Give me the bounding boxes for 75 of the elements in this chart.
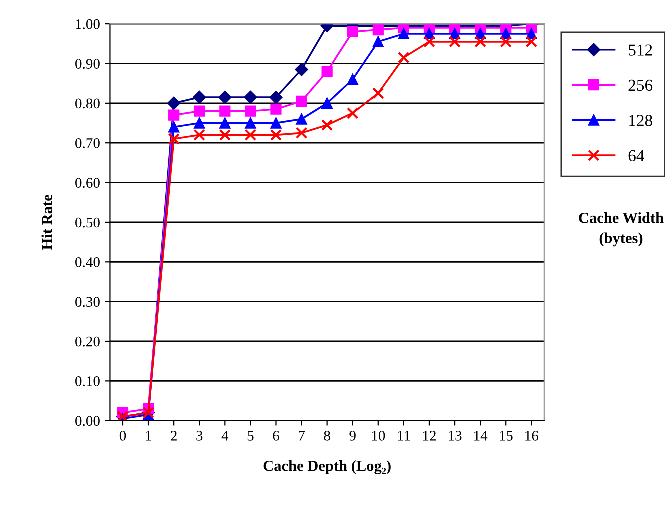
point: [398, 52, 410, 64]
point: [295, 63, 308, 76]
y-tick-label: 0.00: [76, 416, 100, 426]
point: [322, 66, 333, 78]
x-tick-label: 1: [146, 431, 152, 441]
point: [245, 118, 256, 129]
point: [270, 118, 282, 129]
point: [296, 127, 308, 140]
point: [244, 90, 258, 104]
point: [526, 36, 538, 48]
x-tick-label: 0: [120, 431, 126, 441]
point: [193, 90, 206, 104]
point: [322, 98, 333, 109]
point: [270, 129, 282, 142]
point: [194, 118, 206, 129]
y-tick-label: 0.50: [76, 218, 100, 228]
point: [194, 129, 206, 142]
y-axis-title: Hit Rate: [42, 195, 52, 250]
x-tick-label: 3: [196, 431, 203, 441]
point: [347, 74, 358, 86]
point: [244, 129, 257, 142]
point: [296, 114, 308, 125]
y-tick-label: 1.00: [76, 19, 100, 30]
x-tick-label: 4: [222, 431, 229, 441]
legend-label: 256: [628, 80, 653, 92]
point: [270, 90, 283, 104]
x-tick-label: 10: [372, 431, 386, 441]
point: [218, 90, 232, 104]
x-tick-label: 12: [423, 431, 436, 441]
x-tick-label: 2: [171, 431, 177, 441]
point: [372, 36, 384, 48]
x-tick-label: 9: [350, 431, 356, 441]
y-tick-label: 0.80: [76, 98, 100, 109]
legend-label: 128: [630, 115, 652, 126]
point: [219, 129, 232, 142]
x-tick-label: 11: [398, 431, 410, 441]
x-tick-label: 5: [248, 431, 254, 441]
y-tick-label: 0.60: [76, 178, 100, 188]
point: [194, 106, 206, 117]
y-tick-label: 0.40: [76, 258, 100, 268]
x-tick-label: 16: [526, 431, 539, 441]
x-axis-title: Cache Depth (Log₂): [264, 460, 391, 474]
legend-title: Cache Width (bytes): [579, 212, 664, 247]
point: [449, 36, 461, 48]
y-tick-label: 0.70: [76, 138, 100, 148]
y-tick-label: 0.20: [76, 336, 100, 347]
point: [500, 36, 512, 48]
point: [220, 106, 231, 117]
x-tick-label: 6: [273, 431, 280, 441]
point: [398, 28, 410, 40]
y-tick-label: 0.90: [76, 59, 100, 70]
point: [168, 133, 180, 146]
point: [220, 118, 231, 129]
point: [245, 106, 256, 117]
x-tick-label: 14: [474, 431, 488, 441]
point: [321, 119, 334, 132]
x-tick-label: 13: [449, 431, 462, 441]
legend-label: 512: [629, 44, 652, 56]
point: [270, 104, 282, 115]
point: [168, 110, 180, 121]
point: [424, 36, 436, 48]
point: [347, 26, 358, 38]
point: [346, 107, 359, 120]
point: [167, 96, 181, 110]
x-tick-label: 7: [299, 431, 306, 441]
x-tick-label: 8: [324, 431, 330, 441]
y-tick-label: 0.30: [76, 297, 100, 308]
x-tick-label: 15: [500, 431, 513, 441]
point: [296, 96, 308, 107]
point: [168, 122, 180, 133]
point: [372, 24, 384, 36]
y-tick-label: 0.10: [76, 376, 100, 386]
point: [372, 88, 384, 100]
legend-label: 64: [628, 150, 645, 162]
point: [474, 36, 486, 48]
